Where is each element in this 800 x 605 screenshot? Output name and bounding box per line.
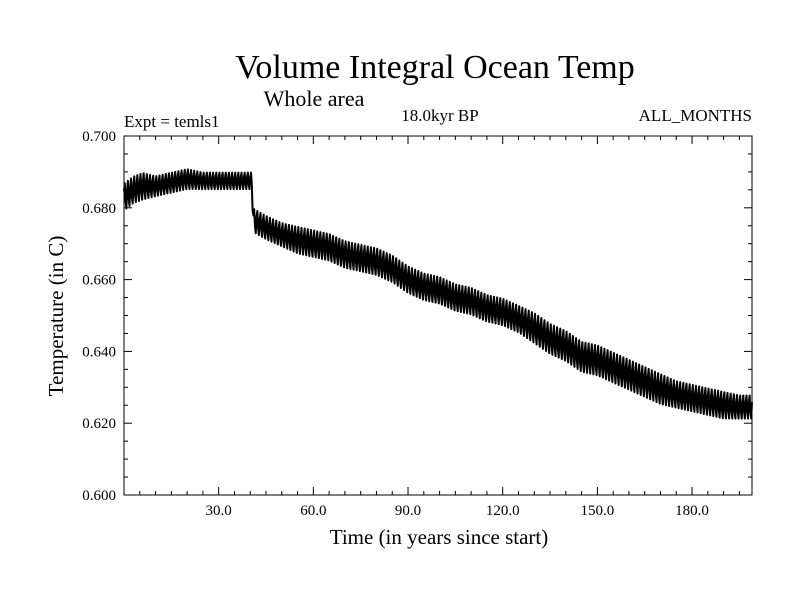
chart-title: Volume Integral Ocean Temp	[235, 49, 635, 86]
y-tick-label: 0.640	[82, 344, 116, 360]
plot-layer	[123, 168, 753, 420]
experiment-label: Expt = temls1	[124, 112, 220, 131]
axes-layer: 30.0 60.0 90.0 120.0 150.0 180.0 0.600 0.620 0.6…	[82, 129, 753, 519]
x-tick-label: 150.0	[580, 503, 614, 519]
series-line-0	[123, 168, 753, 420]
x-tick-label: 90.0	[395, 503, 421, 519]
y-tick-label: 0.700	[82, 129, 116, 145]
y-tick-label: 0.660	[82, 273, 116, 289]
period-label: 18.0kyr BP	[401, 106, 478, 125]
months-label: ALL_MONTHS	[639, 106, 752, 125]
chart-subtitle: Whole area	[264, 86, 365, 111]
x-tick-label: 60.0	[300, 503, 326, 519]
y-tick-label: 0.600	[82, 488, 116, 504]
y-tick-label: 0.680	[82, 201, 116, 217]
x-tick-label: 180.0	[675, 503, 709, 519]
y-axis-label: Temperature (in C)	[44, 236, 68, 397]
x-tick-label: 30.0	[206, 503, 232, 519]
y-tick-label: 0.620	[82, 416, 116, 432]
x-axis-label: Time (in years since start)	[330, 525, 549, 549]
x-tick-label: 120.0	[486, 503, 520, 519]
